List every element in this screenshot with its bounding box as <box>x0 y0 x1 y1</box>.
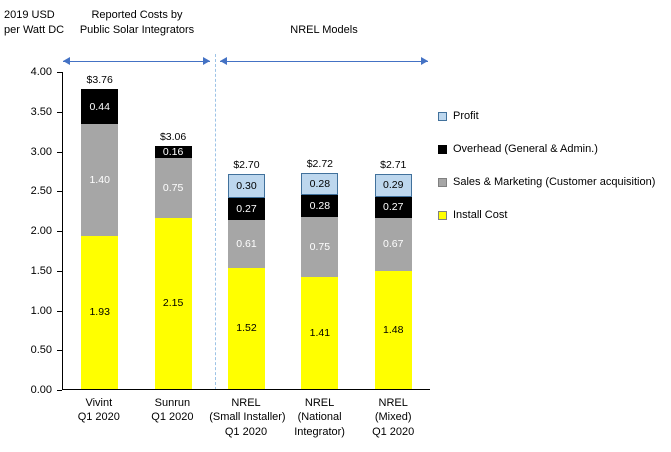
x-axis-labels: Vivint Q1 2020 Sunrun Q1 2020 NREL (Small … <box>62 396 430 439</box>
bar-total-label: $2.71 <box>380 158 407 171</box>
x-axis-category-label: Sunrun Q1 2020 <box>151 397 194 424</box>
legend-label: Sales & Marketing (Customer acquisition) <box>453 176 656 188</box>
bar-slot: 2.15 0.75 0.16 $3.06 <box>136 72 209 389</box>
bar-slot: 1.48 0.67 0.27 0.29 $2.71 <box>357 72 430 389</box>
y-tick-label: 0.00 <box>30 384 52 396</box>
bar-total-label: $2.70 <box>233 159 260 172</box>
bar-segment-profit: 0.30 <box>227 174 265 199</box>
bar-segment-install-cost: 2.15 <box>154 218 192 389</box>
bar-segment-install-cost: 1.41 <box>301 276 339 389</box>
bar-segment-overhead: 0.27 <box>374 196 412 219</box>
legend-item: Profit <box>438 110 655 122</box>
bar-segment-sales-marketing: 0.75 <box>301 217 339 277</box>
y-tick-label: 2.00 <box>30 225 52 237</box>
y-tick-mark <box>57 350 62 352</box>
y-tick-label: 2.50 <box>30 185 52 198</box>
legend-item: Sales & Marketing (Customer acquisition) <box>438 176 655 188</box>
legend-swatch <box>438 177 447 187</box>
bar-segment-overhead: 0.28 <box>301 195 339 218</box>
bar-slot: 1.93 1.40 0.44 $3.76 <box>63 72 136 389</box>
group-span-arrow-integrators <box>63 57 210 65</box>
group-label-nrel-models: NREL Models <box>290 24 358 36</box>
group-span-arrow-nrel <box>220 57 428 65</box>
bar-segment-profit: 0.29 <box>374 173 412 197</box>
bars-container: 1.93 1.40 0.44 $3.76 2.15 0.75 0.16 $3.06 1.52 0.… <box>63 72 430 389</box>
x-axis-category-label: NREL (Small Installer) Q1 2020 <box>209 397 286 438</box>
y-tick-mark <box>57 390 62 391</box>
y-tick-label: 1.50 <box>30 264 52 277</box>
stacked-bar: 1.93 1.40 0.44 $3.76 <box>81 74 119 389</box>
legend-item: Install Cost <box>438 209 655 221</box>
legend: Profit Overhead (General & Admin.) Sales &… <box>438 110 655 242</box>
bar-segment-install-cost: 1.48 <box>374 271 412 389</box>
bar-segment-profit: 0.28 <box>301 172 339 196</box>
y-tick-label: 3.00 <box>30 145 52 158</box>
bar-segment-sales-marketing: 0.67 <box>374 218 412 272</box>
bar-segment-overhead: 0.16 <box>154 145 192 159</box>
bar-slot: 1.52 0.61 0.27 0.30 $2.70 <box>210 72 283 389</box>
bar-segment-overhead: 0.44 <box>81 89 119 125</box>
y-tick-mark <box>57 310 62 312</box>
bar-total-label: $2.72 <box>306 157 333 170</box>
y-tick-label: 4.00 <box>30 66 52 78</box>
x-axis-category-label: NREL (National Integrator) <box>294 397 345 438</box>
legend-swatch <box>438 111 447 121</box>
y-tick-label: 0.50 <box>30 344 52 357</box>
group-label-integrators: Reported Costs by Public Solar Integrato… <box>79 9 195 36</box>
y-tick-mark <box>57 270 62 272</box>
x-axis-category-label: NREL (Mixed) Q1 2020 <box>372 397 415 438</box>
stacked-bar: 1.41 0.75 0.28 0.28 $2.72 <box>301 158 339 389</box>
legend-label: Profit <box>453 110 479 122</box>
bar-segment-install-cost: 1.93 <box>81 235 119 389</box>
y-tick-mark <box>57 151 62 153</box>
bar-segment-sales-marketing: 0.75 <box>154 158 192 219</box>
bar-total-label: $3.06 <box>159 130 187 143</box>
legend-swatch <box>438 210 447 220</box>
bar-segment-install-cost: 1.52 <box>227 268 265 389</box>
legend-label: Install Cost <box>453 209 508 221</box>
stacked-bar: 1.52 0.61 0.27 0.30 $2.70 <box>227 159 265 389</box>
y-tick-mark <box>57 111 62 113</box>
stacked-bar: 2.15 0.75 0.16 $3.06 <box>154 131 192 389</box>
bar-total-label: $3.76 <box>86 74 113 87</box>
stacked-bar: 1.48 0.67 0.27 0.29 $2.71 <box>374 159 412 389</box>
bar-segment-overhead: 0.27 <box>227 198 265 220</box>
bar-segment-sales-marketing: 0.61 <box>227 219 265 269</box>
group-separator-dashed-line <box>215 54 216 390</box>
x-axis-category-label: Vivint Q1 2020 <box>77 397 120 424</box>
y-tick-mark <box>57 231 62 232</box>
plot-area: 1.93 1.40 0.44 $3.76 2.15 0.75 0.16 $3.06 1.52 0.… <box>62 72 430 390</box>
bar-slot: 1.41 0.75 0.28 0.28 $2.72 <box>283 72 356 389</box>
y-tick-label: 3.50 <box>30 105 52 118</box>
legend-swatch <box>438 144 447 154</box>
bar-segment-sales-marketing: 1.40 <box>81 124 119 236</box>
y-tick-label: 1.00 <box>30 304 52 317</box>
legend-label: Overhead (General & Admin.) <box>453 143 598 155</box>
legend-item: Overhead (General & Admin.) <box>438 143 655 155</box>
y-axis-title: 2019 USD per Watt DC <box>4 9 65 36</box>
y-tick-mark <box>57 72 62 73</box>
y-tick-mark <box>57 191 62 193</box>
